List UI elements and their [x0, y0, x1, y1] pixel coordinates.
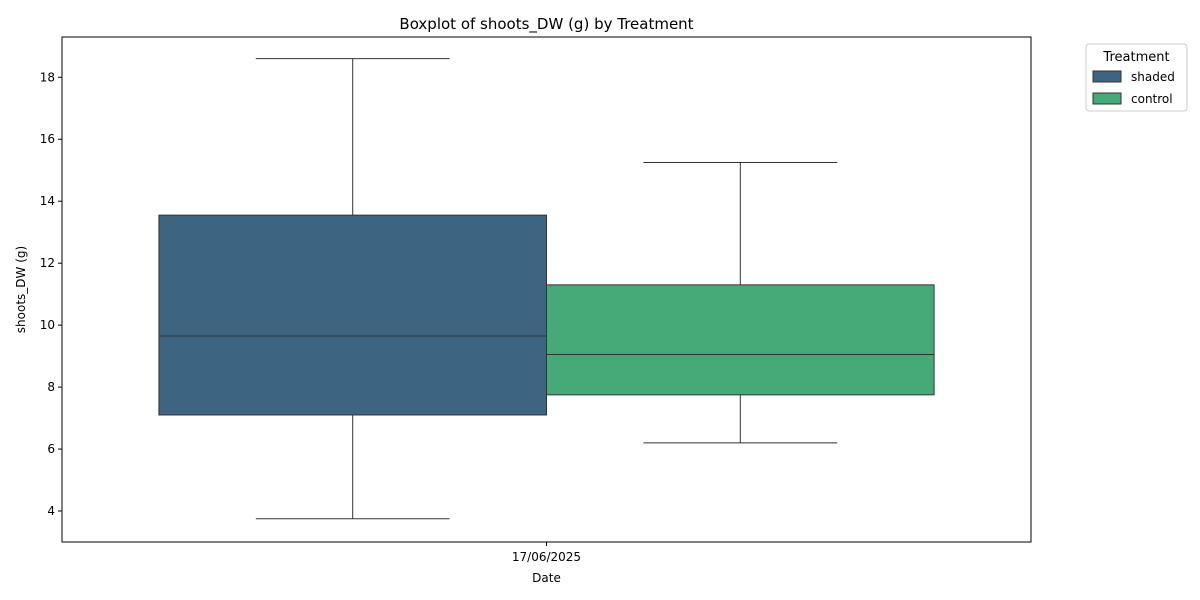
plot-area	[158, 58, 935, 520]
y-axis: 4 6 8 10 12 14 16 18	[40, 70, 62, 518]
box-body	[158, 214, 547, 416]
legend-item-control: control	[1092, 92, 1173, 106]
y-tick-label: 12	[40, 256, 55, 270]
legend-label: shaded	[1131, 70, 1175, 84]
x-tick-label: 17/06/2025	[512, 550, 581, 564]
y-axis-label: shoots_DW (g)	[14, 246, 28, 333]
y-tick-label: 14	[40, 194, 55, 208]
y-tick-label: 10	[40, 318, 55, 332]
x-axis-label: Date	[532, 571, 561, 585]
y-tick-label: 18	[40, 70, 55, 84]
x-axis: 17/06/2025	[512, 542, 581, 564]
legend-title: Treatment	[1102, 50, 1169, 65]
y-tick-label: 4	[47, 504, 55, 518]
legend-items: shaded control	[1092, 70, 1175, 106]
box-body	[546, 284, 935, 396]
y-tick-label: 8	[47, 380, 55, 394]
chart-title: Boxplot of shoots_DW (g) by Treatment	[399, 15, 693, 34]
y-tick-label: 16	[40, 132, 55, 146]
box-control	[546, 161, 935, 444]
legend-label: control	[1131, 92, 1173, 106]
legend: Treatment shaded control	[1085, 43, 1188, 112]
box-shaded	[158, 58, 547, 520]
legend-item-shaded: shaded	[1092, 70, 1175, 84]
legend-swatch	[1092, 92, 1122, 105]
y-tick-label: 6	[47, 442, 55, 456]
legend-swatch	[1092, 70, 1122, 83]
